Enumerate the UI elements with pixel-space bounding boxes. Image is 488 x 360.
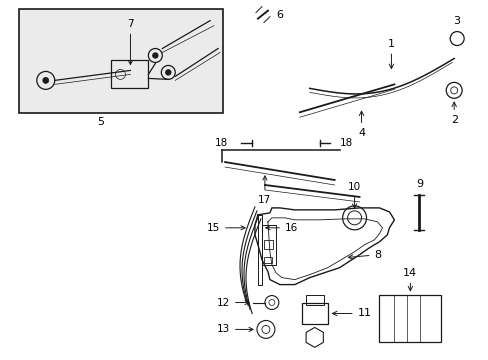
Text: 18: 18 — [214, 138, 227, 148]
Bar — [264, 257, 271, 263]
Text: 7: 7 — [127, 19, 134, 64]
Text: 1: 1 — [387, 39, 394, 68]
Text: 16: 16 — [265, 223, 298, 233]
Text: 2: 2 — [450, 102, 457, 125]
FancyBboxPatch shape — [19, 9, 223, 113]
Text: 9: 9 — [415, 179, 422, 189]
Circle shape — [42, 77, 49, 84]
Text: 14: 14 — [403, 267, 417, 291]
Text: 11: 11 — [332, 309, 371, 319]
Text: 15: 15 — [206, 223, 244, 233]
Text: 8: 8 — [348, 250, 381, 260]
Text: 10: 10 — [347, 182, 361, 208]
Bar — [305, 294, 323, 305]
Text: 12: 12 — [216, 297, 248, 307]
Text: 3: 3 — [453, 15, 460, 26]
Circle shape — [165, 70, 170, 75]
Text: 4: 4 — [357, 111, 365, 138]
Text: 6: 6 — [275, 10, 282, 20]
Bar — [262, 225, 275, 265]
Bar — [379, 294, 440, 342]
Circle shape — [153, 53, 158, 58]
Text: 13: 13 — [216, 324, 253, 334]
Bar — [301, 302, 327, 324]
Bar — [264, 240, 272, 249]
Text: 18: 18 — [339, 138, 352, 148]
Bar — [110, 60, 148, 88]
Text: 17: 17 — [258, 176, 271, 205]
Text: 5: 5 — [97, 117, 104, 127]
